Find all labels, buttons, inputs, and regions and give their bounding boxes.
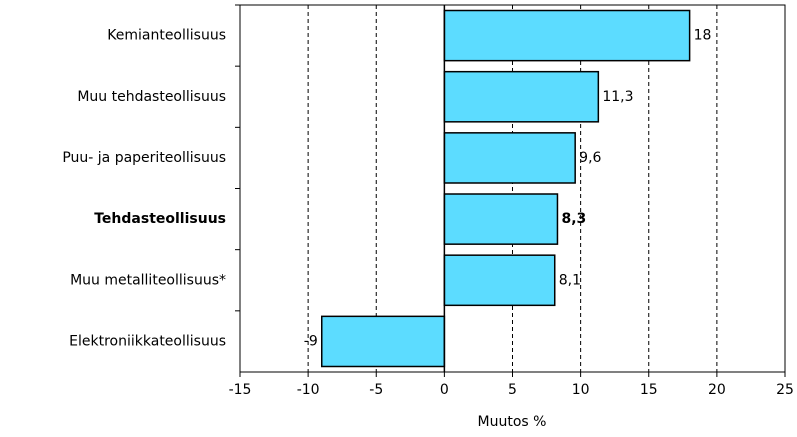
- x-tick-label: 15: [640, 382, 658, 398]
- y-tick-label: Elektroniikkateollisuus: [69, 333, 226, 349]
- x-tick-label: 10: [572, 382, 590, 398]
- bar: [443, 254, 556, 307]
- value-label: 18: [694, 28, 712, 44]
- x-tick-label: -5: [369, 382, 383, 398]
- bar: [443, 70, 600, 123]
- bar: [443, 193, 559, 245]
- plot-border: [239, 4, 786, 373]
- x-tick-label: -10: [297, 382, 320, 398]
- value-label: 8,1: [559, 272, 581, 288]
- value-label: 8,3: [561, 211, 586, 227]
- y-tick-label: Muu metalliteollisuus*: [70, 272, 226, 288]
- y-tick-label: Puu- ja paperiteollisuus: [62, 150, 226, 166]
- x-tick-label: 20: [708, 382, 726, 398]
- y-tick-label: Muu tehdasteollisuus: [77, 89, 226, 105]
- x-tick-label: 5: [508, 382, 517, 398]
- x-tick-label: -15: [229, 382, 252, 398]
- bar: [443, 132, 576, 184]
- y-tick-label: Kemianteollisuus: [107, 28, 226, 44]
- x-tick-label: 0: [440, 382, 449, 398]
- x-axis-label: Muutos %: [478, 414, 547, 430]
- value-label: 9,6: [579, 150, 601, 166]
- bar: [443, 9, 691, 62]
- bar: [321, 315, 446, 368]
- value-label: -9: [304, 333, 318, 349]
- value-label: 11,3: [602, 89, 633, 105]
- y-tick-label: Tehdasteollisuus: [94, 211, 226, 227]
- x-tick-label: 25: [776, 382, 794, 398]
